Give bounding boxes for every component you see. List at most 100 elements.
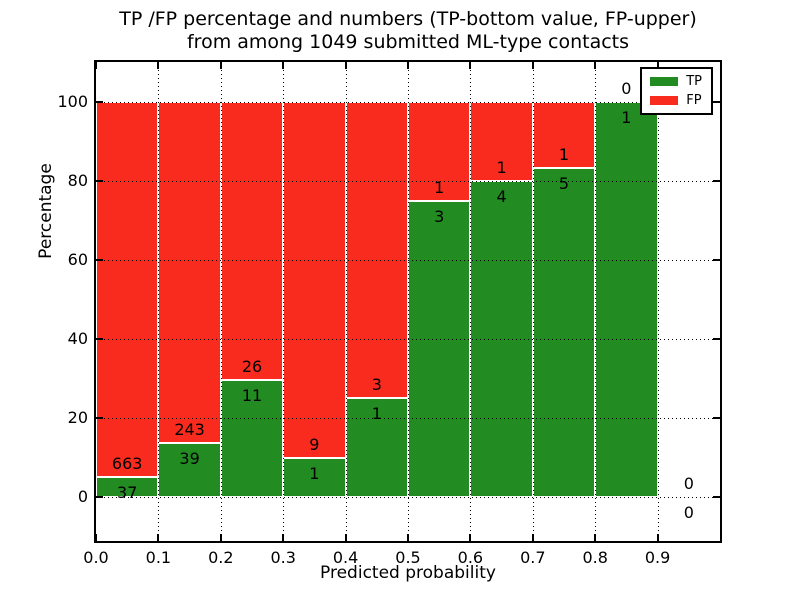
x-tick-top	[157, 62, 160, 69]
x-tick	[407, 534, 409, 541]
bar-count-label-fp: 1	[558, 144, 570, 164]
bar-segment-fp	[470, 101, 533, 181]
bar-count-label-tp: 1	[621, 107, 632, 127]
bar-segment-tp	[158, 442, 221, 498]
x-tick-top	[531, 62, 534, 69]
y-tick	[96, 179, 103, 182]
axis-tick-labels-layer: 0.0 0.1 0.2 0.3 0.4 0.5 0.6 0.7 0.8 0.9 0 20 40 60 80 1…	[57, 62, 720, 567]
x-tick-label: 0.1	[145, 548, 172, 567]
legend-swatch	[650, 77, 679, 86]
y-tick-right	[713, 338, 720, 341]
y-tick	[96, 496, 103, 499]
x-tick	[157, 534, 160, 541]
y-tick-label: 0	[77, 487, 88, 507]
bar-count-label-tp: 4	[496, 186, 507, 206]
y-tick-label: 60	[67, 249, 88, 269]
bar-count-label-tp: 11	[241, 385, 263, 405]
bar-count-label-fp: 9	[309, 434, 320, 454]
bars-layer	[96, 62, 720, 541]
x-tick	[469, 534, 472, 541]
bar-count-labels-layer: 663 37 243 39 26 11 9 1 3 1 1 3 1 4 1 5 0 1 0 0	[96, 62, 720, 541]
x-tick	[594, 534, 597, 541]
bar-segment-tp	[283, 457, 346, 498]
x-tick-label: 0.3	[270, 548, 296, 567]
y-tick-label: 100	[57, 91, 88, 111]
grid-line-x	[470, 62, 472, 541]
bar-count-label-tp: 1	[309, 463, 320, 483]
bar-count-label-fp: 243	[174, 419, 205, 439]
legend-entry: FP	[650, 94, 702, 107]
bar-count-label-tp: 1	[371, 404, 382, 424]
chart-title-line2: from among 1049 submitted ML-type contac…	[186, 31, 630, 53]
y-tick-right	[713, 100, 720, 103]
x-tick-top	[469, 62, 472, 69]
x-tick	[282, 534, 285, 541]
chart-title: TP /FP percentage and numbers (TP-bottom…	[96, 8, 720, 54]
x-tick-label: 0.6	[457, 548, 484, 567]
x-tick-top	[656, 62, 659, 69]
bar-count-label-fp: 1	[434, 177, 445, 197]
grid-line-x	[595, 62, 597, 541]
x-tick-label: 0.7	[520, 548, 546, 567]
grid-layer	[96, 62, 720, 541]
bar-count-label-fp: 1	[496, 157, 507, 177]
bar-segment-tp	[345, 398, 408, 498]
bar-count-label-tp: 39	[179, 448, 200, 468]
y-tick-label: 80	[67, 170, 88, 190]
bar-count-label-tp: 3	[434, 206, 445, 226]
grid-line-x	[158, 62, 160, 541]
grid-line-x	[220, 62, 222, 541]
legend: TP FP	[640, 67, 713, 115]
x-tick-top	[219, 62, 222, 69]
bar-count-label-fp: 26	[241, 356, 263, 376]
plot-area: 663 37 243 39 26 11 9 1 3 1 1 3 1 4 1 5 0 1 0 0 0.0 0.1 0.2 0.…	[57, 60, 722, 567]
bar-segment-fp	[96, 101, 159, 477]
y-tick-label: 40	[67, 329, 88, 349]
y-tick-right	[713, 179, 720, 182]
x-tick-top	[344, 62, 347, 69]
x-tick-label: 0.2	[208, 548, 234, 567]
x-tick-top	[594, 62, 597, 69]
x-tick-label: 0.8	[582, 548, 608, 567]
x-tick	[344, 534, 347, 541]
bar-count-label-tp: 5	[558, 173, 570, 193]
grid-line-x	[345, 62, 347, 541]
bar-count-label-tp: 0	[683, 503, 694, 523]
x-tick	[219, 534, 222, 541]
x-tick	[656, 534, 659, 541]
x-tick-top	[95, 62, 97, 69]
grid-line-x	[283, 62, 285, 541]
legend-label: FP	[686, 93, 702, 108]
x-tick-label: 0.0	[83, 548, 109, 567]
grid-line-x	[657, 62, 659, 541]
legend-entry: TP	[650, 75, 702, 88]
x-tick	[95, 534, 97, 541]
bar-count-label-fp: 0	[683, 474, 694, 494]
grid-line-x	[408, 62, 409, 541]
y-axis-label: Percentage	[36, 163, 56, 259]
bar-count-label-fp: 0	[621, 78, 632, 98]
x-tick-top	[282, 62, 285, 69]
bar-count-label-tp: 37	[117, 482, 138, 502]
bar-segment-tp	[96, 476, 159, 498]
y-tick-right	[713, 258, 720, 261]
grid-line-x	[532, 62, 534, 541]
y-tick	[96, 417, 103, 420]
x-tick-label: 0.5	[395, 548, 421, 567]
x-tick	[531, 534, 534, 541]
x-tick-label: 0.9	[644, 548, 671, 567]
bar-count-label-fp: 663	[111, 453, 143, 473]
bar-segment-fp	[158, 101, 221, 443]
x-tick-label: 0.4	[332, 548, 359, 567]
y-tick	[96, 338, 103, 341]
y-tick-label: 20	[67, 408, 88, 428]
bar-segment-fp	[532, 101, 596, 168]
x-tick-top	[407, 62, 409, 69]
y-tick-right	[713, 417, 720, 420]
ticks-layer	[95, 62, 720, 541]
legend-label: TP	[686, 74, 702, 89]
chart-title-line1: TP /FP percentage and numbers (TP-bottom…	[119, 8, 697, 30]
bar-count-label-fp: 3	[371, 375, 382, 395]
bar-segment-tp	[532, 167, 596, 498]
